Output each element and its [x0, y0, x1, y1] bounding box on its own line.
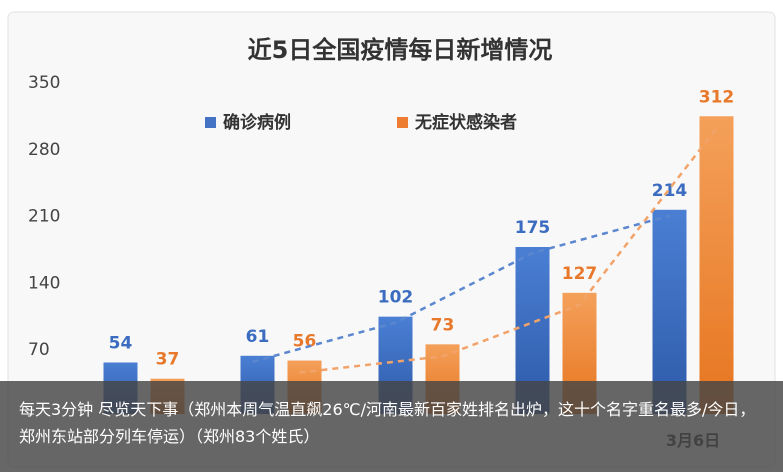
- caption-text: 每天3分钟 尽览天下事（郑州本周气温直飙26℃/河南最新百家姓排名出炉，这十个名…: [19, 400, 756, 446]
- legend-swatch: [397, 117, 408, 128]
- trend-line-asymptomatic: [299, 127, 718, 374]
- legend-label: 确诊病例: [223, 112, 291, 133]
- data-label: 312: [699, 87, 735, 107]
- data-label: 214: [652, 181, 688, 201]
- y-tick-label: 70: [28, 340, 50, 360]
- data-label: 127: [562, 264, 598, 284]
- y-tick-label: 140: [28, 273, 60, 293]
- y-tick-label: 280: [28, 140, 60, 160]
- data-label: 73: [431, 315, 455, 335]
- bar: [652, 209, 687, 414]
- trend-line-confirmed: [252, 214, 670, 363]
- data-label: 37: [156, 350, 180, 370]
- legend-label: 无症状感染者: [414, 112, 517, 133]
- caption-overlay: [0, 381, 783, 472]
- data-label: 175: [515, 218, 551, 238]
- y-tick-label: 350: [28, 73, 60, 93]
- y-tick-label: 210: [28, 207, 60, 227]
- bar: [699, 116, 734, 415]
- data-label: 54: [109, 333, 133, 353]
- data-label: 102: [378, 288, 414, 308]
- chart-title: 近5日全国疫情每日新增情况: [248, 36, 553, 64]
- legend-swatch: [205, 117, 216, 128]
- data-label: 61: [246, 327, 270, 347]
